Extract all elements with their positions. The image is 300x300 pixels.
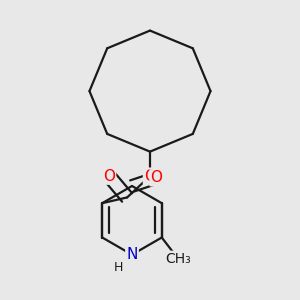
Text: H: H bbox=[114, 261, 124, 274]
Text: CH₃: CH₃ bbox=[165, 252, 191, 266]
Text: O: O bbox=[144, 169, 156, 184]
Text: O: O bbox=[151, 170, 163, 185]
Text: O: O bbox=[103, 169, 115, 184]
Text: N: N bbox=[126, 247, 138, 262]
